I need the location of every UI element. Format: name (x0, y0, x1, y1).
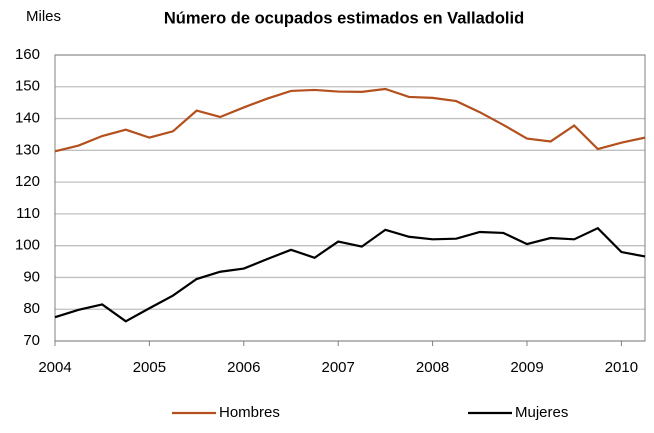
y-axis-label: Miles (26, 8, 61, 25)
chart-title: Número de ocupados estimados en Valladol… (164, 9, 524, 27)
y-tick-label: 110 (16, 205, 40, 222)
x-tick-label: 2007 (322, 359, 355, 376)
y-tick-label: 130 (15, 141, 40, 158)
x-tick-label: 2008 (416, 359, 449, 376)
series-line (54, 226, 646, 323)
x-tick-label: 2009 (510, 359, 543, 376)
series-line (54, 87, 646, 153)
y-tick-label: 140 (15, 110, 40, 127)
legend-label: Hombres (219, 404, 280, 421)
y-tick-label: 120 (15, 173, 40, 190)
y-tick-label: 70 (23, 332, 40, 349)
y-tick-label: 90 (23, 268, 40, 285)
y-tick-label: 150 (15, 78, 40, 95)
y-tick-label: 160 (15, 46, 40, 63)
y-tick-label: 80 (23, 300, 40, 317)
x-tick-label: 2010 (605, 359, 638, 376)
x-tick-label: 2004 (38, 359, 71, 376)
x-tick-label: 2006 (227, 359, 260, 376)
legend-label: Mujeres (515, 404, 568, 421)
plot-frame (54, 54, 646, 342)
y-tick-label: 100 (15, 237, 40, 254)
x-tick-label: 2005 (133, 359, 166, 376)
